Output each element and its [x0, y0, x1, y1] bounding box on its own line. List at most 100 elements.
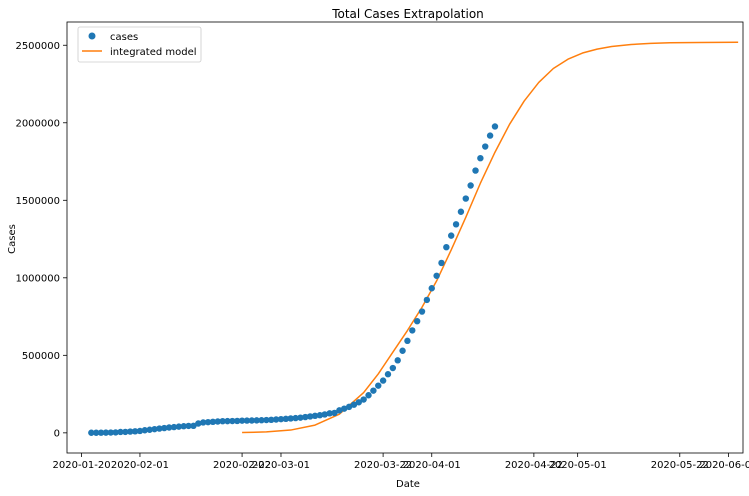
cases-point	[209, 418, 217, 425]
legend: cases integrated model	[77, 26, 202, 63]
cases-point	[443, 244, 450, 251]
cases-point	[297, 414, 304, 421]
cases-point	[165, 424, 173, 431]
cases-point	[389, 364, 397, 372]
series-layer	[88, 41, 739, 436]
y-axis-ticks: 0 500000 1000000 1500000 2000000 2500000	[15, 41, 67, 439]
x-tick-label: 2020-04-22	[505, 460, 563, 471]
cases-point	[394, 357, 401, 364]
cases-point	[224, 417, 231, 425]
cases-point	[341, 405, 348, 412]
cases-point	[438, 259, 445, 267]
cases-point	[229, 417, 236, 425]
plot-area	[66, 21, 744, 454]
legend-cases-marker	[88, 32, 96, 40]
cases-point	[195, 420, 202, 427]
cases-point	[219, 418, 226, 425]
cases-point	[331, 409, 338, 417]
cases-point	[287, 415, 294, 422]
cases-point	[102, 429, 110, 436]
cases-point	[107, 429, 114, 436]
cases-point	[112, 429, 119, 436]
cases-point	[477, 155, 484, 162]
cases-point	[180, 423, 187, 430]
x-tick-label: 2020-02-01	[111, 460, 169, 471]
cases-point	[92, 429, 100, 436]
cases-point	[423, 296, 431, 304]
cases-point	[409, 327, 416, 334]
cases-point	[146, 426, 153, 433]
cases-point	[370, 387, 377, 394]
x-tick-label: 2020-06-01	[699, 460, 749, 471]
x-tick-label: 2020-04-01	[403, 460, 461, 471]
chart-title: Total Cases Extrapolation	[331, 7, 484, 21]
y-tick-label: 500000	[22, 351, 60, 362]
axes-frame	[66, 21, 744, 454]
cases-point	[399, 347, 406, 354]
cases-point	[156, 425, 163, 432]
cases-point	[375, 382, 382, 389]
cases-point	[170, 423, 178, 431]
cases-point	[234, 417, 241, 425]
cases-point	[122, 428, 129, 436]
x-tick-label: 2020-03-01	[252, 460, 310, 471]
cases-point	[199, 419, 207, 426]
legend-cases-label: cases	[110, 32, 138, 43]
cases-point	[136, 427, 144, 435]
cases-point	[141, 427, 149, 434]
cases-point	[316, 412, 324, 419]
cases-point	[404, 337, 411, 345]
cases-point	[306, 413, 314, 420]
cases-point	[365, 392, 372, 399]
cases-point	[282, 415, 290, 423]
cases-point	[175, 423, 183, 430]
cases-point	[117, 428, 124, 436]
cases-point	[326, 410, 333, 417]
cases-point	[311, 412, 319, 420]
x-axis-ticks: 2020-01-20 2020-02-01 2020-02-222020-03-01…	[53, 453, 749, 471]
cases-point	[350, 401, 358, 408]
cases-point	[448, 232, 455, 239]
cases-point	[462, 195, 469, 202]
cases-point	[360, 396, 367, 403]
cases-point	[472, 167, 479, 174]
cases-point	[263, 416, 270, 424]
cases-point	[379, 377, 387, 384]
cases-point	[151, 425, 158, 433]
cases-point	[384, 371, 392, 378]
y-tick-label: 2500000	[15, 41, 60, 52]
cases-point	[190, 422, 197, 430]
legend-box	[77, 26, 202, 63]
cases-point	[185, 422, 192, 430]
cases-point	[292, 414, 299, 422]
cases-point	[433, 272, 440, 279]
cases-point	[345, 403, 353, 411]
cases-point	[161, 424, 168, 432]
cases-point	[467, 182, 474, 189]
cases-point	[355, 399, 362, 406]
cases-point	[302, 413, 309, 421]
cases-point	[268, 416, 275, 423]
cases-point	[457, 208, 465, 215]
cases-point	[452, 221, 460, 228]
cases-point	[428, 285, 435, 292]
cases-point	[204, 418, 212, 426]
x-axis-label: Date	[396, 479, 420, 490]
cases-point	[238, 417, 246, 424]
cases-point	[321, 411, 328, 418]
cases-point	[243, 417, 251, 424]
y-tick-label: 0	[54, 428, 60, 439]
cases-point	[486, 132, 494, 139]
cases-point	[336, 407, 343, 414]
cases-point	[272, 416, 280, 423]
cases-point	[418, 308, 426, 315]
y-tick-label: 2000000	[15, 118, 60, 129]
cases-point	[131, 428, 139, 435]
x-tick-label: 2020-02-22	[213, 460, 271, 471]
cases-point	[413, 318, 421, 325]
cases-point	[258, 417, 265, 424]
cases-point	[214, 418, 221, 425]
cases-point	[482, 143, 489, 150]
